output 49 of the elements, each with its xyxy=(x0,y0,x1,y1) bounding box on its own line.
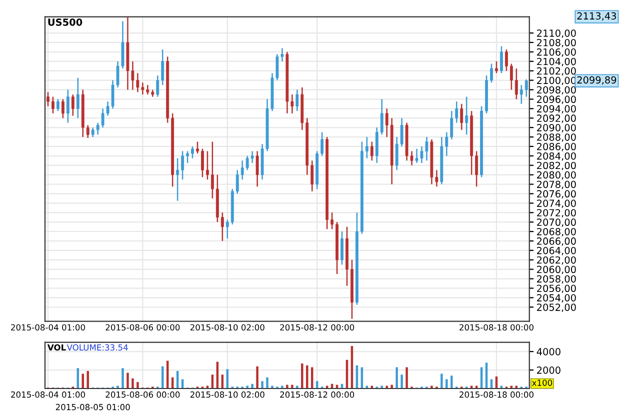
y-tick-label: 2062,00 xyxy=(537,256,576,265)
y-tick-label: 2058,00 xyxy=(537,275,576,284)
y-tick-label: 2092,00 xyxy=(537,114,576,123)
y-tick-label: 2100,00 xyxy=(537,76,576,86)
y-tick-label: 2094,00 xyxy=(537,105,576,114)
y-tick-label: 2108,00 xyxy=(537,38,576,48)
y-tick-label: 2098,00 xyxy=(537,86,576,95)
x-tick-label: 2015-08-06 00:00 xyxy=(106,391,180,398)
y-tick-label: 2090,00 xyxy=(537,124,576,132)
y-tick-label: 2070,00 xyxy=(537,218,576,227)
y-tick-label: 2074,00 xyxy=(537,200,576,208)
chart-title: US500 xyxy=(48,18,82,26)
y-tick-label: 2052,00 xyxy=(537,304,576,312)
y-tick-label: 2076,00 xyxy=(537,190,576,199)
x-tick-label: 2015-08-06 00:00 xyxy=(106,324,180,331)
x-tick-label: 2015-08-04 01:00 xyxy=(11,324,85,331)
annotation: VOLUME:33.54 xyxy=(66,344,128,351)
text: 2113,43 xyxy=(577,12,616,21)
y-tick-label: 2000 xyxy=(537,366,560,374)
x-tick-label: 2015-08-18 00:00 xyxy=(460,391,534,398)
y-tick-label: 2060,00 xyxy=(537,266,576,274)
y-tick-label: 2064,00 xyxy=(537,246,576,256)
x-tick-label: 2015-08-05 01:00 xyxy=(56,404,130,410)
text: 2099,89 xyxy=(577,76,616,85)
y-tick-label: 2102,00 xyxy=(537,67,576,76)
y-tick-label: 2104,00 xyxy=(537,58,576,66)
x-tick-label: 2015-08-10 02:00 xyxy=(190,324,264,331)
x-tick-label: 2015-08-12 00:00 xyxy=(280,324,354,331)
y-tick-label: 4000 xyxy=(536,348,560,356)
y-tick-label: 2066,00 xyxy=(537,237,576,246)
text: x100 xyxy=(532,380,552,386)
y-tick-label: 2088,00 xyxy=(537,133,576,142)
y-tick-label: 2068,00 xyxy=(537,228,576,236)
annotation: VOL xyxy=(47,344,66,351)
y-tick-label: 2084,00 xyxy=(537,152,576,161)
y-tick-label: 2072,00 xyxy=(537,209,576,218)
x-tick-label: 2015-08-12 00:00 xyxy=(280,391,354,398)
x-tick-label: 2015-08-10 02:00 xyxy=(190,391,264,398)
y-tick-label: 2080,00 xyxy=(537,171,576,180)
y-tick-label: 2086,00 xyxy=(537,142,576,152)
y-tick-label: 2056,00 xyxy=(537,284,576,294)
y-tick-label: 2096,00 xyxy=(537,96,576,104)
x-tick-label: 2015-08-18 00:00 xyxy=(460,324,534,331)
y-tick-label: 2054,00 xyxy=(537,294,576,302)
y-tick-label: 2082,00 xyxy=(537,162,576,170)
x-tick-label: 2015-08-04 01:00 xyxy=(11,391,85,398)
y-tick-label: 2106,00 xyxy=(537,48,576,57)
y-tick-label: 2110,00 xyxy=(537,29,576,38)
y-tick-label: 2078,00 xyxy=(537,180,576,190)
